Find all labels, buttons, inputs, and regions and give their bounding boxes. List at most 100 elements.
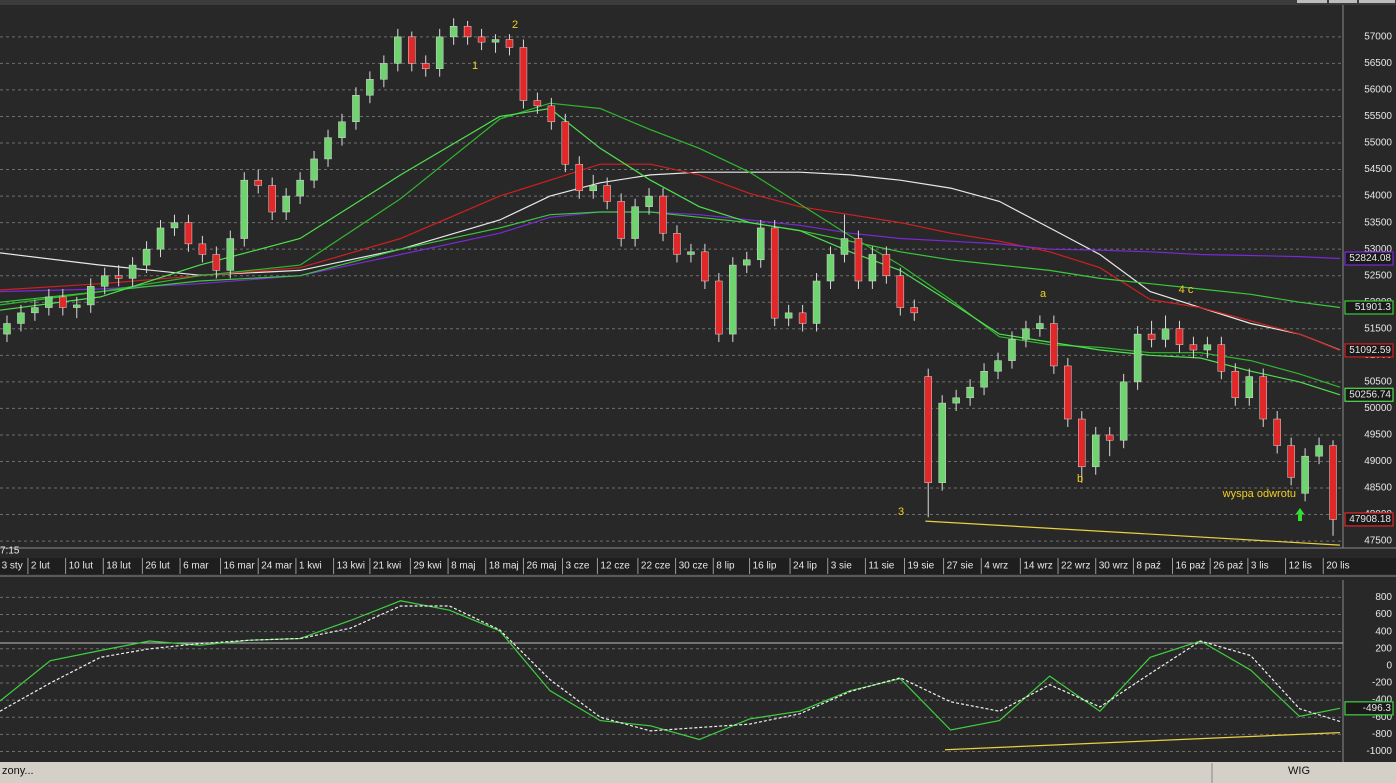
- x-tick-label: 16 mar: [224, 561, 256, 572]
- candle-body: [882, 254, 891, 276]
- candle-body: [17, 312, 25, 324]
- candle-body: [100, 275, 109, 287]
- y-tick-label: 49000: [1364, 456, 1392, 467]
- x-tick-label: 24 mar: [261, 561, 293, 572]
- candle-body: [1245, 376, 1254, 399]
- oscillator-line: [0, 605, 1341, 732]
- minimize-button[interactable]: [1297, 0, 1327, 3]
- candle-body: [435, 36, 444, 69]
- status-right: WIG: [1288, 765, 1310, 777]
- candle-body: [1050, 323, 1058, 367]
- candle-body: [45, 296, 53, 308]
- annotation: 4 c: [1179, 284, 1194, 296]
- y-tick-label: 0: [1386, 661, 1392, 672]
- y-tick-label: 56000: [1364, 85, 1392, 96]
- y-tick-label: -1000: [1366, 746, 1392, 757]
- candle-body: [1064, 365, 1072, 420]
- candle-body: [296, 179, 304, 197]
- candle-body: [561, 121, 570, 165]
- maximize-button[interactable]: [1329, 0, 1357, 3]
- candle-body: [1147, 333, 1156, 340]
- y-tick-label: 49500: [1364, 430, 1392, 441]
- candle-body: [743, 259, 751, 266]
- y-tick-label: 53000: [1364, 244, 1392, 255]
- candle-body: [394, 36, 402, 64]
- x-tick-label: 20 lis: [1326, 561, 1349, 572]
- candle-body: [1301, 455, 1309, 494]
- candle-body: [1329, 445, 1337, 520]
- x-tick-label: 3 sty: [2, 561, 23, 572]
- candle-body: [1203, 344, 1212, 351]
- close-button[interactable]: [1359, 0, 1395, 3]
- y-tick-label: -600: [1372, 712, 1392, 723]
- candle-body: [1105, 434, 1114, 441]
- last-value-label: 47908.18: [1349, 514, 1391, 525]
- oscillator-panel: [0, 596, 1343, 752]
- candle-body: [756, 227, 765, 261]
- candle-body: [533, 100, 542, 107]
- x-tick-label: 30 cze: [679, 561, 709, 572]
- candle-body: [226, 238, 235, 271]
- candle-body: [1315, 445, 1323, 457]
- x-tick-label: 6 mar: [183, 561, 209, 572]
- candle-body: [1119, 381, 1128, 441]
- candle-body: [1273, 418, 1281, 446]
- x-tick-label: 8 lip: [716, 561, 735, 572]
- last-value-box: [1344, 512, 1394, 527]
- candle-body: [463, 25, 472, 38]
- candle-body: [31, 307, 39, 314]
- candle-body: [617, 201, 625, 239]
- x-tick-label: 14 wrz: [1023, 561, 1052, 572]
- candle-body: [212, 254, 221, 271]
- candle-body: [73, 304, 81, 308]
- x-tick-label: 12 cze: [600, 561, 630, 572]
- x-tick-label: 26 lut: [145, 561, 170, 572]
- candle-body: [254, 179, 262, 186]
- annotation: 2: [512, 19, 518, 31]
- candle-body: [812, 280, 821, 324]
- y-tick-label: 48500: [1364, 483, 1392, 494]
- x-tick-label: 26 paź: [1213, 561, 1243, 572]
- candle-body: [1091, 434, 1100, 468]
- candle-body: [1022, 328, 1030, 340]
- last-value-box: [1344, 300, 1394, 315]
- x-tick-label: 24 lip: [793, 561, 817, 572]
- x-tick-label: 19 sie: [908, 561, 935, 572]
- y-tick-label: 56500: [1364, 58, 1392, 69]
- trend-line: [944, 732, 1341, 751]
- y-tick-label: -200: [1372, 678, 1392, 689]
- candle-body: [408, 36, 416, 64]
- y-tick-label: 400: [1375, 626, 1392, 637]
- x-tick-label: 1 kwi: [299, 561, 322, 572]
- x-tick-label: 3 sie: [831, 561, 853, 572]
- candle-body: [421, 63, 430, 69]
- candle-body: [1078, 418, 1086, 468]
- x-tick-label: 18 lut: [106, 561, 131, 572]
- moving-average: [0, 211, 1341, 293]
- candle-body: [854, 238, 863, 282]
- candle-body: [477, 36, 486, 43]
- x-tick-label: 4 wrz: [984, 561, 1008, 572]
- x-tick-label: 8 maj: [451, 561, 475, 572]
- x-tick-label: 27 sie: [947, 561, 974, 572]
- last-value-label: 50256.74: [1349, 389, 1391, 400]
- x-tick-label: 16 lip: [753, 561, 777, 572]
- annotation: 3: [898, 506, 904, 518]
- candle-body: [240, 179, 249, 239]
- candle-body: [310, 158, 318, 181]
- last-value-label: 52824.08: [1349, 253, 1391, 264]
- candle-body: [380, 63, 388, 80]
- candle-body: [114, 275, 123, 279]
- green-arrow: [1295, 508, 1305, 521]
- candle-body: [1036, 323, 1044, 330]
- annotation: 1: [472, 60, 478, 72]
- candle-body: [994, 360, 1002, 372]
- y-tick-label: 47500: [1364, 536, 1392, 547]
- last-value-box: [1344, 387, 1394, 402]
- candle-body: [980, 370, 988, 388]
- candle-body: [519, 47, 528, 101]
- candle-body: [631, 206, 639, 239]
- x-tick-label: 2 lut: [31, 561, 50, 572]
- x-tick-label: 21 kwi: [373, 561, 401, 572]
- candle-body: [687, 251, 695, 255]
